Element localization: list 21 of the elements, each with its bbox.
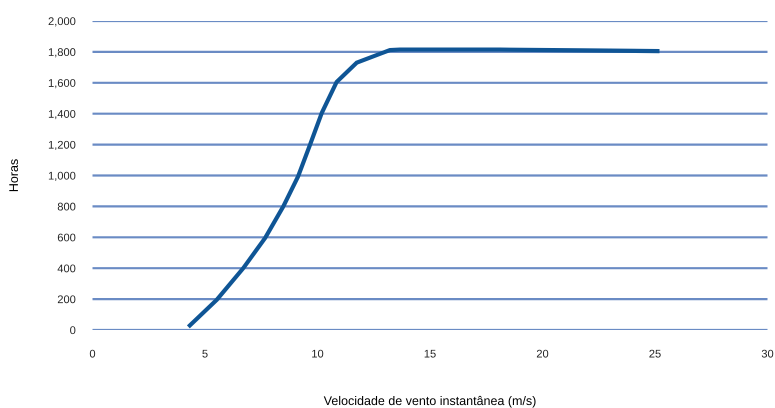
- y-tick-label: 1,600: [48, 79, 76, 88]
- x-tick-label: 0: [90, 350, 96, 358]
- line-series: [186, 47, 662, 329]
- y-tick-label: 2,000: [48, 17, 76, 26]
- y-tick-label: 200: [58, 295, 76, 304]
- x-tick-label: 5: [202, 350, 208, 358]
- y-tick-label: 1,200: [48, 140, 76, 150]
- x-tick-label: 30: [762, 350, 774, 358]
- x-tick-label: 25: [649, 350, 661, 358]
- x-axis-title: Velocidade de vento instantânea (m/s): [324, 396, 536, 408]
- x-tick-label: 10: [312, 350, 324, 358]
- y-tick-label: 800: [58, 202, 76, 211]
- y-tick-label: 1,800: [48, 48, 76, 58]
- y-tick-label: 1,400: [48, 110, 76, 120]
- x-tick-label: 20: [536, 350, 548, 358]
- y-tick-label: 0: [70, 326, 76, 334]
- y-tick-label: 600: [58, 234, 76, 242]
- y-tick-label: 400: [58, 264, 76, 272]
- y-axis-title: Horas: [9, 159, 18, 192]
- y-tick-label: 1,000: [48, 172, 76, 181]
- x-tick-label: 15: [424, 350, 436, 358]
